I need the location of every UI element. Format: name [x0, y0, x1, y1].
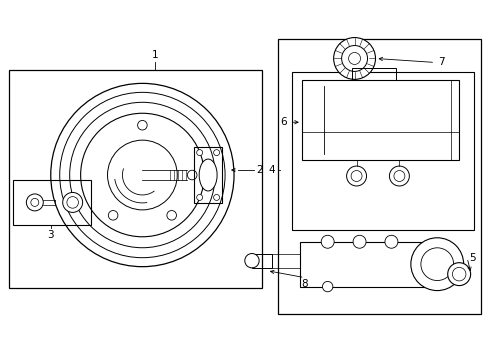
Circle shape [244, 253, 259, 268]
Bar [301, 80, 458, 160]
Circle shape [213, 194, 219, 201]
Text: 1: 1 [152, 50, 158, 60]
Circle shape [31, 198, 39, 206]
Circle shape [51, 84, 234, 267]
Circle shape [213, 150, 219, 156]
Circle shape [447, 263, 469, 285]
Text: 4: 4 [268, 165, 275, 175]
Circle shape [166, 211, 176, 220]
Text: 7: 7 [437, 58, 444, 67]
Text: 8: 8 [301, 279, 307, 289]
Circle shape [384, 235, 397, 248]
Circle shape [67, 197, 78, 208]
Circle shape [196, 194, 202, 201]
Circle shape [322, 282, 332, 292]
Circle shape [352, 235, 366, 248]
Circle shape [348, 53, 360, 64]
Circle shape [341, 45, 367, 71]
Circle shape [26, 194, 43, 211]
Circle shape [420, 248, 453, 280]
Circle shape [333, 37, 375, 80]
Circle shape [393, 171, 404, 181]
Bar [194, 147, 222, 203]
Circle shape [451, 267, 465, 281]
Circle shape [137, 121, 147, 130]
Circle shape [410, 238, 463, 291]
Bar [13, 180, 90, 225]
Text: 2: 2 [256, 165, 263, 175]
Circle shape [69, 102, 215, 248]
Circle shape [81, 113, 203, 237]
Text: 3: 3 [47, 230, 54, 240]
Circle shape [187, 170, 197, 180]
Bar [299, 242, 436, 287]
Circle shape [108, 211, 118, 220]
Text: 6: 6 [280, 117, 286, 127]
Circle shape [107, 140, 177, 210]
Text: 5: 5 [468, 253, 474, 263]
Bar [277, 39, 480, 315]
Circle shape [196, 150, 202, 156]
Ellipse shape [199, 159, 217, 191]
Circle shape [62, 193, 82, 212]
Circle shape [60, 92, 224, 258]
Circle shape [388, 166, 408, 186]
Bar [351, 68, 396, 80]
Circle shape [350, 171, 361, 181]
Circle shape [346, 166, 366, 186]
Bar [9, 71, 262, 288]
Circle shape [321, 235, 333, 248]
Bar [291, 72, 473, 230]
Bar [251, 254, 271, 268]
